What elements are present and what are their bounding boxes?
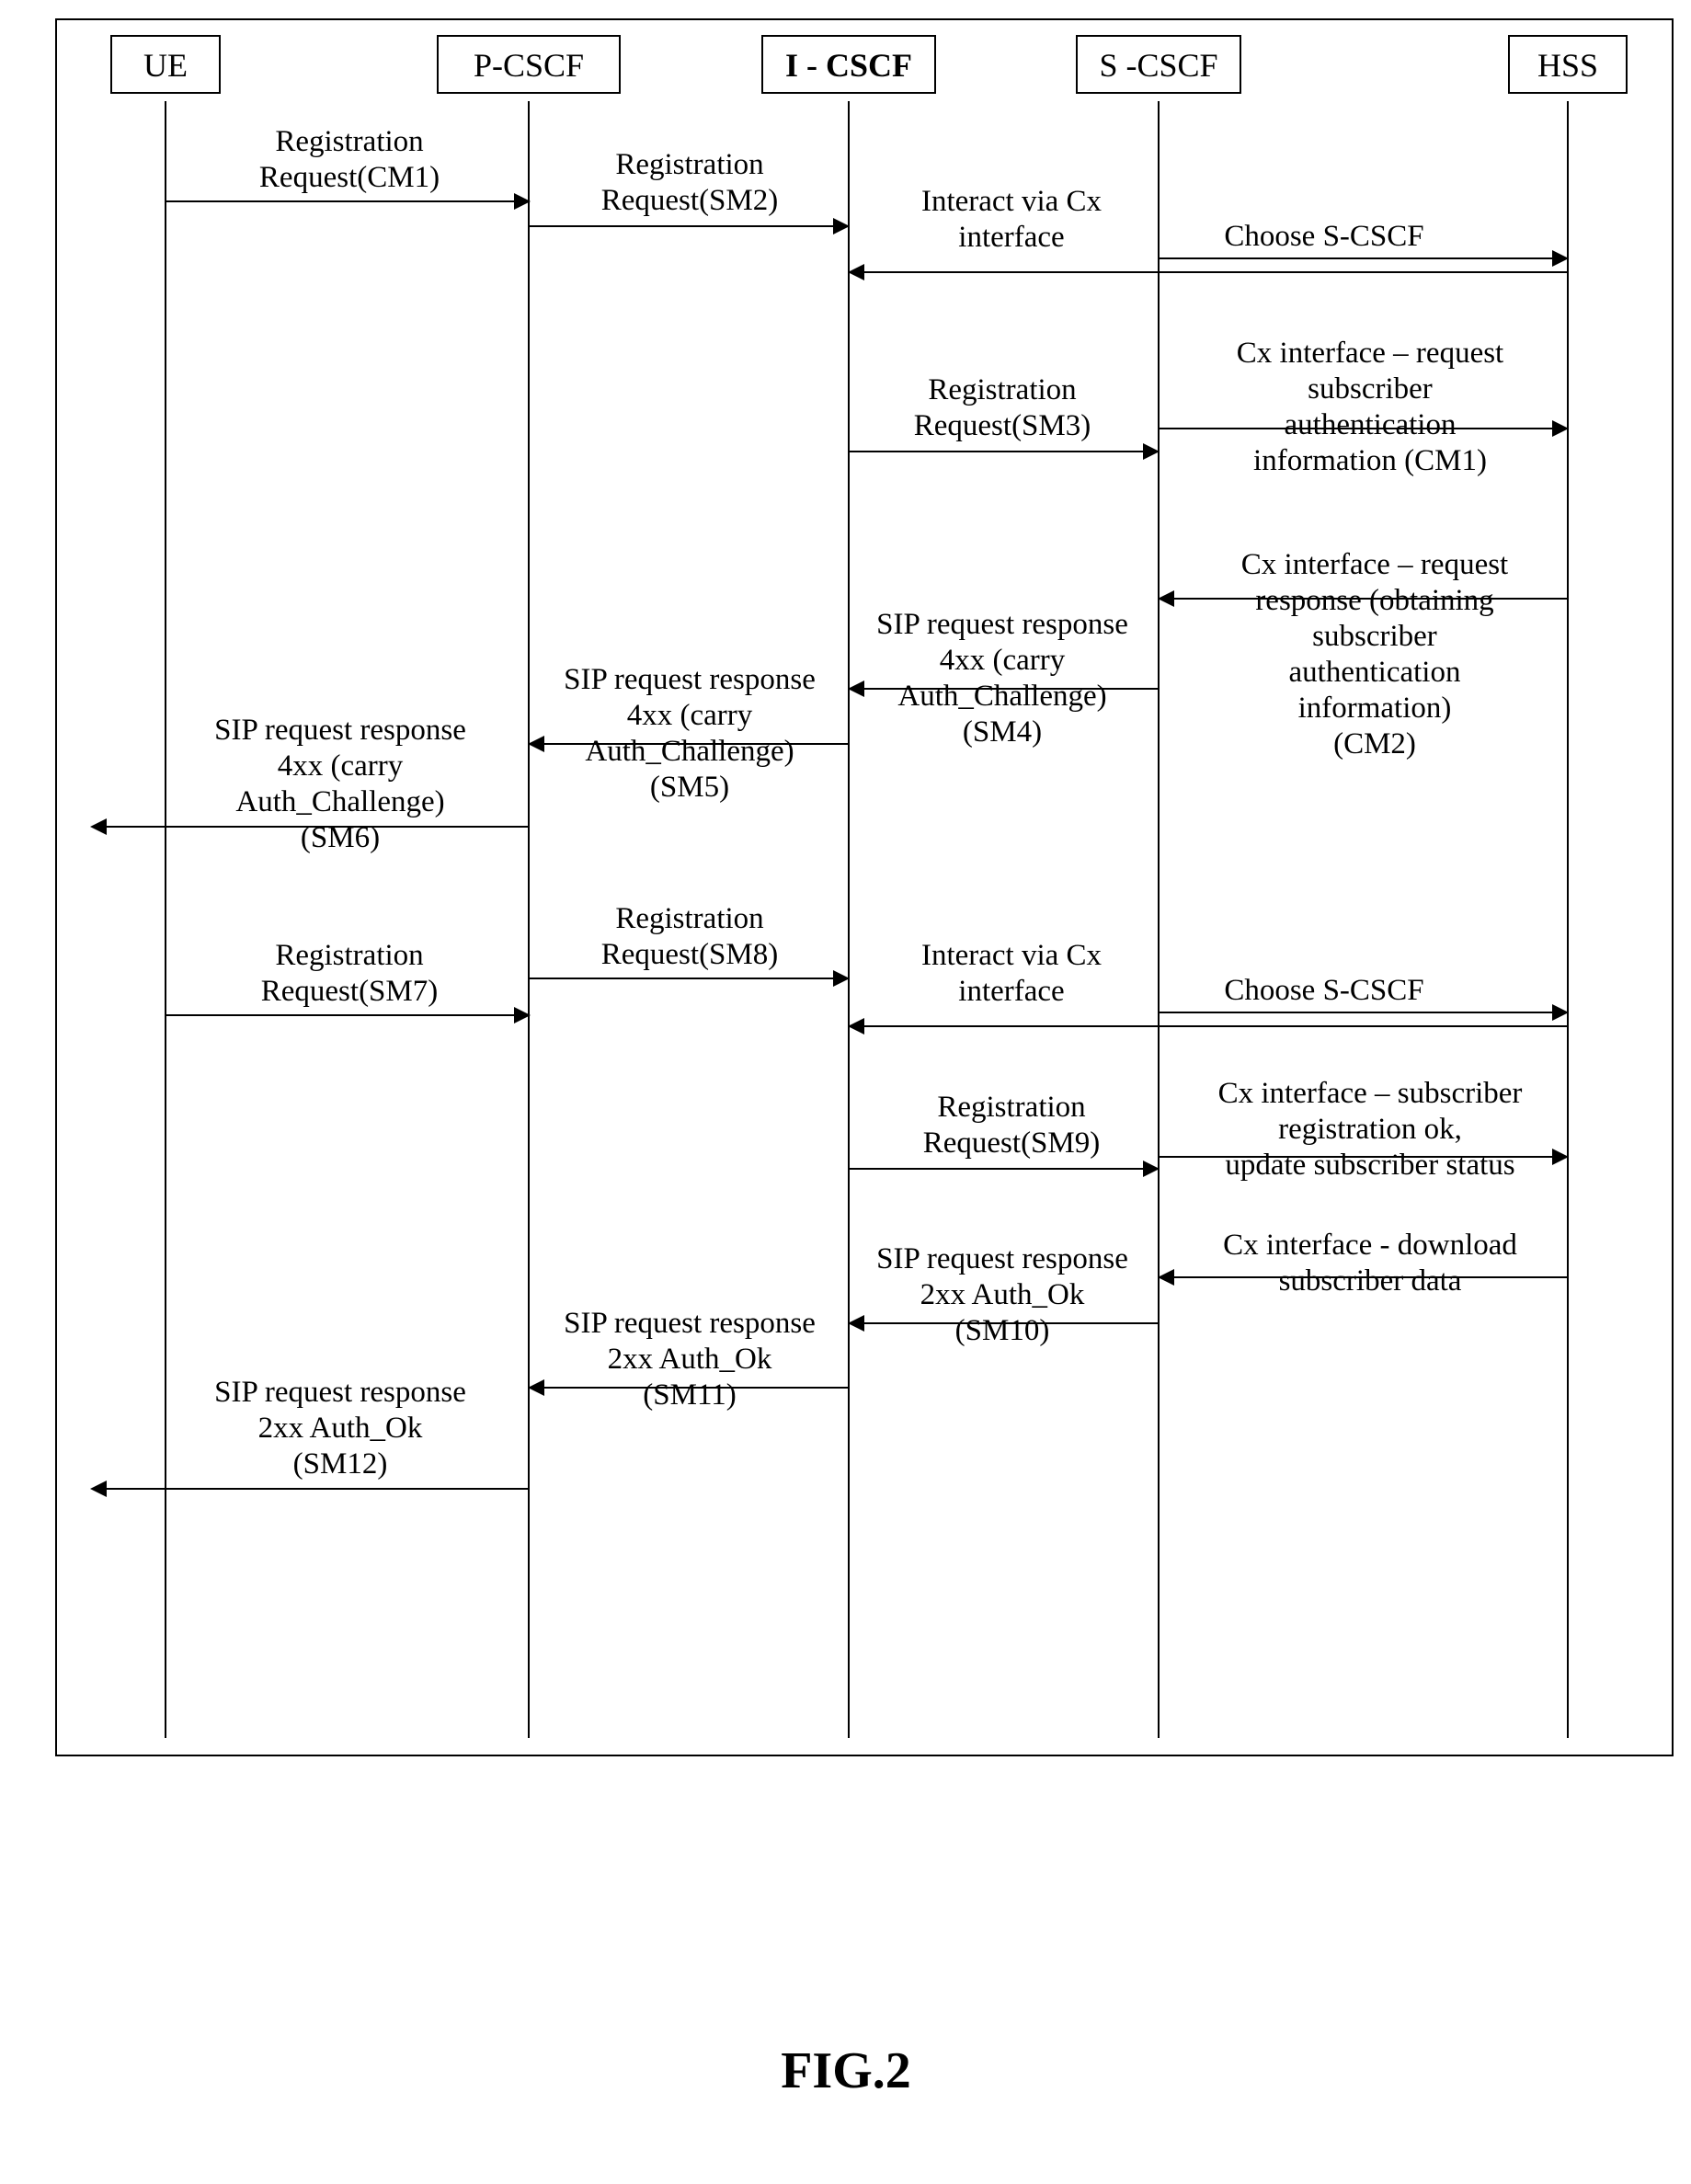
arrow-cm1	[166, 200, 529, 202]
arrow-sm10	[850, 1322, 1158, 1324]
lifeline-hss	[1567, 101, 1569, 1738]
actor-hss: HSS	[1508, 35, 1628, 94]
actor-ue: UE	[110, 35, 221, 94]
arrow-sm6	[92, 826, 528, 828]
arrow-cxok	[1160, 1156, 1567, 1158]
label-choose1: Choose S-CSCF	[1177, 219, 1471, 255]
label-sm6: SIP request response 4xx (carry Auth_Cha…	[170, 713, 510, 856]
label-sm3: Registration Request(SM3)	[864, 372, 1140, 444]
label-sm5: SIP request response 4xx (carry Auth_Cha…	[533, 662, 846, 806]
lifeline-ue	[165, 101, 166, 1738]
arrow-cxreq	[1160, 428, 1567, 429]
arrow-sm5	[530, 743, 848, 745]
actor-icscf: I - CSCF	[761, 35, 936, 94]
arrow-sm12	[92, 1488, 528, 1490]
arrow-cx1-left	[850, 271, 1567, 273]
arrow-sm11	[530, 1387, 848, 1389]
arrow-sm9	[850, 1168, 1158, 1170]
label-sm12: SIP request response 2xx Auth_Ok (SM12)	[175, 1375, 506, 1482]
label-sm9: Registration Request(SM9)	[874, 1090, 1149, 1161]
label-cxresp: Cx interface – request response (obtaini…	[1191, 547, 1559, 762]
arrow-cx2-right	[1160, 1012, 1567, 1013]
diagram-border	[55, 18, 1674, 1756]
arrow-cxresp	[1160, 598, 1567, 600]
arrow-sm8	[530, 978, 848, 979]
label-cxreq: Cx interface – request subscriber authen…	[1186, 336, 1554, 479]
actor-scscf: S -CSCF	[1076, 35, 1241, 94]
label-sm8: Registration Request(SM8)	[552, 901, 828, 973]
label-sm4: SIP request response 4xx (carry Auth_Cha…	[855, 607, 1149, 750]
arrow-sm3	[850, 451, 1158, 452]
label-cxok: Cx interface – subscriber registration o…	[1168, 1076, 1572, 1183]
label-cm1: Registration Request(CM1)	[202, 124, 497, 196]
lifeline-icscf	[848, 101, 850, 1738]
figure-caption: FIG.2	[18, 2041, 1674, 2100]
label-sm2: Registration Request(SM2)	[552, 147, 828, 219]
label-sm10: SIP request response 2xx Auth_Ok (SM10)	[855, 1241, 1149, 1349]
arrow-sm2	[530, 225, 848, 227]
arrow-cxdl	[1160, 1276, 1567, 1278]
label-sm11: SIP request response 2xx Auth_Ok (SM11)	[533, 1306, 846, 1413]
arrow-sm7	[166, 1014, 529, 1016]
label-choose2: Choose S-CSCF	[1177, 973, 1471, 1009]
label-cx1: Interact via Cx interface	[874, 184, 1149, 256]
arrow-sm4	[850, 688, 1158, 690]
label-cxdl: Cx interface - download subscriber data	[1168, 1228, 1572, 1299]
label-sm7: Registration Request(SM7)	[211, 938, 487, 1010]
label-cx2: Interact via Cx interface	[874, 938, 1149, 1010]
actor-pcscf: P-CSCF	[437, 35, 621, 94]
lifeline-scscf	[1158, 101, 1160, 1738]
arrow-cx2-left	[850, 1025, 1567, 1027]
arrow-cx1-right	[1160, 257, 1567, 259]
lifeline-pcscf	[528, 101, 530, 1738]
sequence-diagram: UE P-CSCF I - CSCF S -CSCF HSS Registrat…	[18, 18, 1674, 2161]
